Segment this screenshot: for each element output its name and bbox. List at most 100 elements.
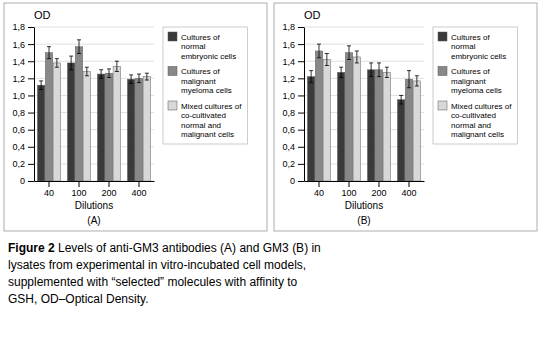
y-tick-label: 0: [290, 176, 295, 186]
legend-item: Cultures ofmalignantmyeloma cells: [438, 67, 502, 96]
y-tick: 0,6: [12, 125, 34, 135]
y-tick-label: 0,6: [12, 125, 25, 135]
y-tick: 0,4: [282, 142, 304, 152]
x-tick: 100: [341, 181, 356, 198]
error-bar-cap: [115, 61, 119, 62]
plot: 00,20,40,60,81,01,21,41,61,840100200400O…: [12, 9, 247, 226]
error-bar-cap: [129, 74, 133, 75]
grid-line: [304, 27, 424, 28]
y-tick-mark: [298, 27, 304, 28]
x-tick-label: 40: [314, 188, 324, 198]
y-tick-label: 1,4: [282, 57, 295, 67]
y-tick-mark: [28, 78, 34, 79]
legend-label-line: Cultures of: [451, 67, 490, 76]
y-axis: 00,20,40,60,81,01,21,41,61,8: [282, 22, 304, 186]
error-bar-cap: [325, 53, 329, 54]
error-bar-stem: [109, 69, 110, 78]
x-tick-label: 400: [401, 188, 416, 198]
legend-item: Cultures ofnormalembryonic cells: [168, 32, 236, 61]
legend-label-line: Cultures of: [181, 67, 220, 76]
error-bar-stem: [319, 44, 320, 58]
error-bar: [77, 40, 81, 54]
y-tick-mark: [298, 113, 304, 114]
error-bar: [309, 71, 313, 83]
legend: Cultures ofnormalembryonic cellsCultures…: [433, 27, 517, 144]
error-bar-stem: [131, 75, 132, 84]
legend-label-line: Mixed cultures of: [181, 102, 242, 111]
legend-frame: [433, 27, 517, 144]
error-bar: [325, 54, 329, 66]
legend-label-line: myeloma cells: [181, 86, 232, 95]
legend-label: Cultures ofmalignantmyeloma cells: [451, 67, 502, 95]
x-tick: 200: [371, 181, 386, 198]
error-bar: [385, 67, 389, 77]
error-bar-stem: [416, 76, 417, 86]
bar: [345, 53, 352, 181]
y-tick-mark: [28, 44, 34, 45]
y-tick-label: 1,6: [282, 39, 295, 49]
legend-swatch: [168, 101, 177, 110]
bar: [97, 74, 104, 181]
legend: Cultures ofnormalembryonic cellsCultures…: [163, 27, 247, 144]
error-bar: [115, 61, 119, 71]
y-tick: 1,8: [12, 22, 34, 32]
error-bar-cap: [47, 58, 51, 59]
error-bar: [69, 56, 73, 70]
y-axis: 00,20,40,60,81,01,21,41,61,8: [12, 22, 34, 186]
error-bar-stem: [49, 47, 50, 59]
error-bar-stem: [41, 81, 42, 90]
error-bar-stem: [146, 73, 147, 80]
bar: [105, 73, 112, 181]
bar: [127, 79, 134, 181]
legend-label-line: Cultures of: [181, 33, 220, 42]
y-tick-label: 0,4: [12, 142, 25, 152]
error-bar-cap: [399, 95, 403, 96]
bar: [113, 66, 120, 181]
legend-label-line: embryonic cells: [181, 52, 236, 61]
legend-label: Mixed cultures ofco-cultivatednormal and…: [451, 102, 512, 140]
error-bar-stem: [56, 59, 57, 68]
y-tick-label: 1,0: [282, 91, 295, 101]
caption-line: supplemented with “selected” molecules w…: [8, 275, 298, 289]
error-bar-cap: [317, 57, 321, 58]
bar: [383, 72, 390, 181]
legend-swatch: [168, 67, 177, 76]
legend-label: Cultures ofmalignantmyeloma cells: [181, 67, 232, 95]
bars: [307, 44, 420, 181]
legend-label-line: Cultures of: [451, 33, 490, 42]
legend-swatch: [438, 101, 447, 110]
legend-label-line: normal and: [451, 121, 491, 130]
x-tick: 100: [71, 181, 86, 198]
error-bar-cap: [115, 71, 119, 72]
series: [315, 44, 412, 181]
error-bar-stem: [401, 95, 402, 104]
legend-label: Mixed cultures ofco-cultivatednormal and…: [181, 102, 242, 140]
legend-label-line: malignant cells: [181, 130, 234, 139]
error-bar-cap: [369, 62, 373, 63]
error-bar-cap: [385, 67, 389, 68]
y-tick-mark: [28, 113, 34, 114]
y-tick: 1,4: [282, 57, 304, 67]
bar: [367, 70, 374, 181]
series: [45, 40, 142, 181]
error-bar: [399, 95, 403, 104]
error-bar-cap: [129, 83, 133, 84]
error-bar-cap: [415, 86, 419, 87]
series: [323, 51, 420, 181]
y-tick-label: 0: [20, 176, 25, 186]
error-bar-cap: [355, 62, 359, 63]
bar: [67, 63, 74, 181]
y-axis-line: [304, 28, 305, 182]
legend-swatch: [438, 32, 447, 41]
error-bar-cap: [145, 73, 149, 74]
series: [53, 59, 150, 181]
y-tick: 1,2: [12, 74, 34, 84]
y-tick: 1,6: [12, 39, 34, 49]
x-axis: 40 100 200 400: [305, 181, 425, 198]
plot: 00,20,40,60,81,01,21,41,61,840100200400O…: [282, 9, 517, 226]
error-bar: [55, 59, 59, 68]
error-bar-cap: [399, 104, 403, 105]
error-bar-cap: [369, 76, 373, 77]
y-tick-label: 0,4: [282, 142, 295, 152]
caption: Figure 2 Levels of anti-GM3 antibodies (…: [8, 241, 321, 306]
